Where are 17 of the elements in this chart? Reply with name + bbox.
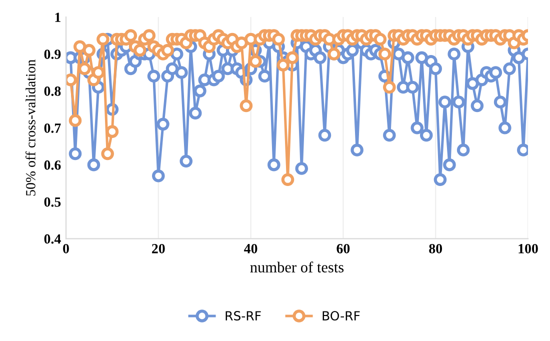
y-tick-label: 0.5 (44, 197, 61, 207)
legend-label: RS-RF (226, 311, 261, 321)
x-tick-label: 60 (336, 244, 350, 254)
y-axis-title: 50% off cross-validation (25, 60, 36, 196)
x-axis-title: number of tests (250, 262, 344, 272)
y-tick-label: 0.6 (44, 160, 61, 170)
x-tick-label: 80 (429, 244, 442, 254)
y-tick-label: 0.9 (44, 50, 61, 60)
y-tick-label: 0.7 (44, 123, 61, 133)
y-tick-label: 0.8 (44, 86, 61, 96)
y-tick-label: 0.4 (44, 234, 61, 244)
legend-label: BO-RF (322, 311, 360, 321)
x-tick-label: 20 (152, 244, 165, 254)
x-tick-label: 100 (518, 244, 538, 254)
y-tick-label: 1 (55, 12, 60, 22)
x-tick-label: 0 (63, 244, 69, 254)
x-tick-label: 40 (244, 244, 258, 254)
